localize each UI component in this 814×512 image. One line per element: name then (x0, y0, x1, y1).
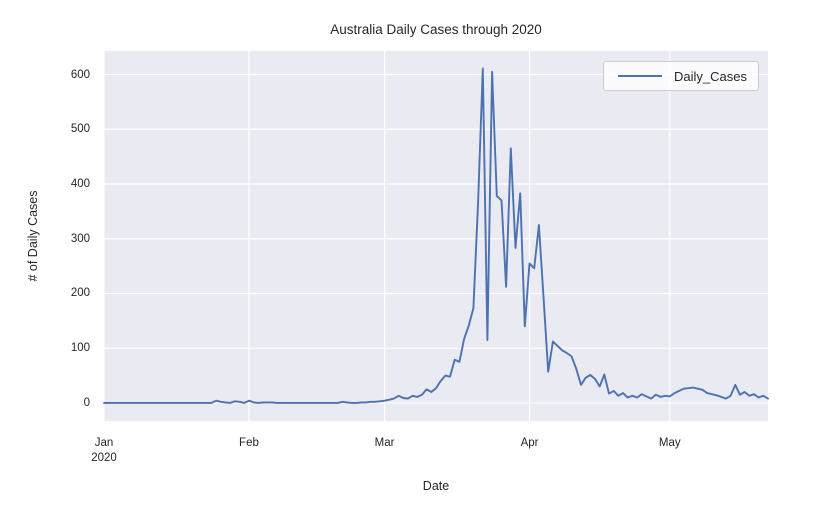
legend-line-swatch (618, 75, 662, 77)
chart-title: Australia Daily Cases through 2020 (330, 22, 542, 37)
x-axis-label: Date (422, 479, 450, 493)
data-line-daily-cases (103, 67, 769, 404)
y-tick-label: 100 (70, 342, 90, 355)
y-tick-label: 400 (70, 178, 90, 190)
plot-background (104, 51, 768, 421)
x-tick-label: May (658, 437, 681, 449)
legend-label: Daily_Cases (674, 68, 747, 84)
y-tick-label: 300 (70, 232, 90, 245)
y-tick-label: 500 (70, 123, 90, 136)
y-tick-label: 0 (83, 396, 90, 409)
x-tick-label: Feb (239, 437, 259, 449)
y-tick-label: 200 (70, 287, 90, 300)
y-tick-label: 600 (70, 68, 90, 81)
legend: Daily_Cases (603, 61, 759, 91)
x-tick-label: Jan 2020 (91, 437, 117, 464)
x-tick-label: Mar (374, 437, 395, 449)
x-tick-label: Apr (520, 437, 539, 449)
